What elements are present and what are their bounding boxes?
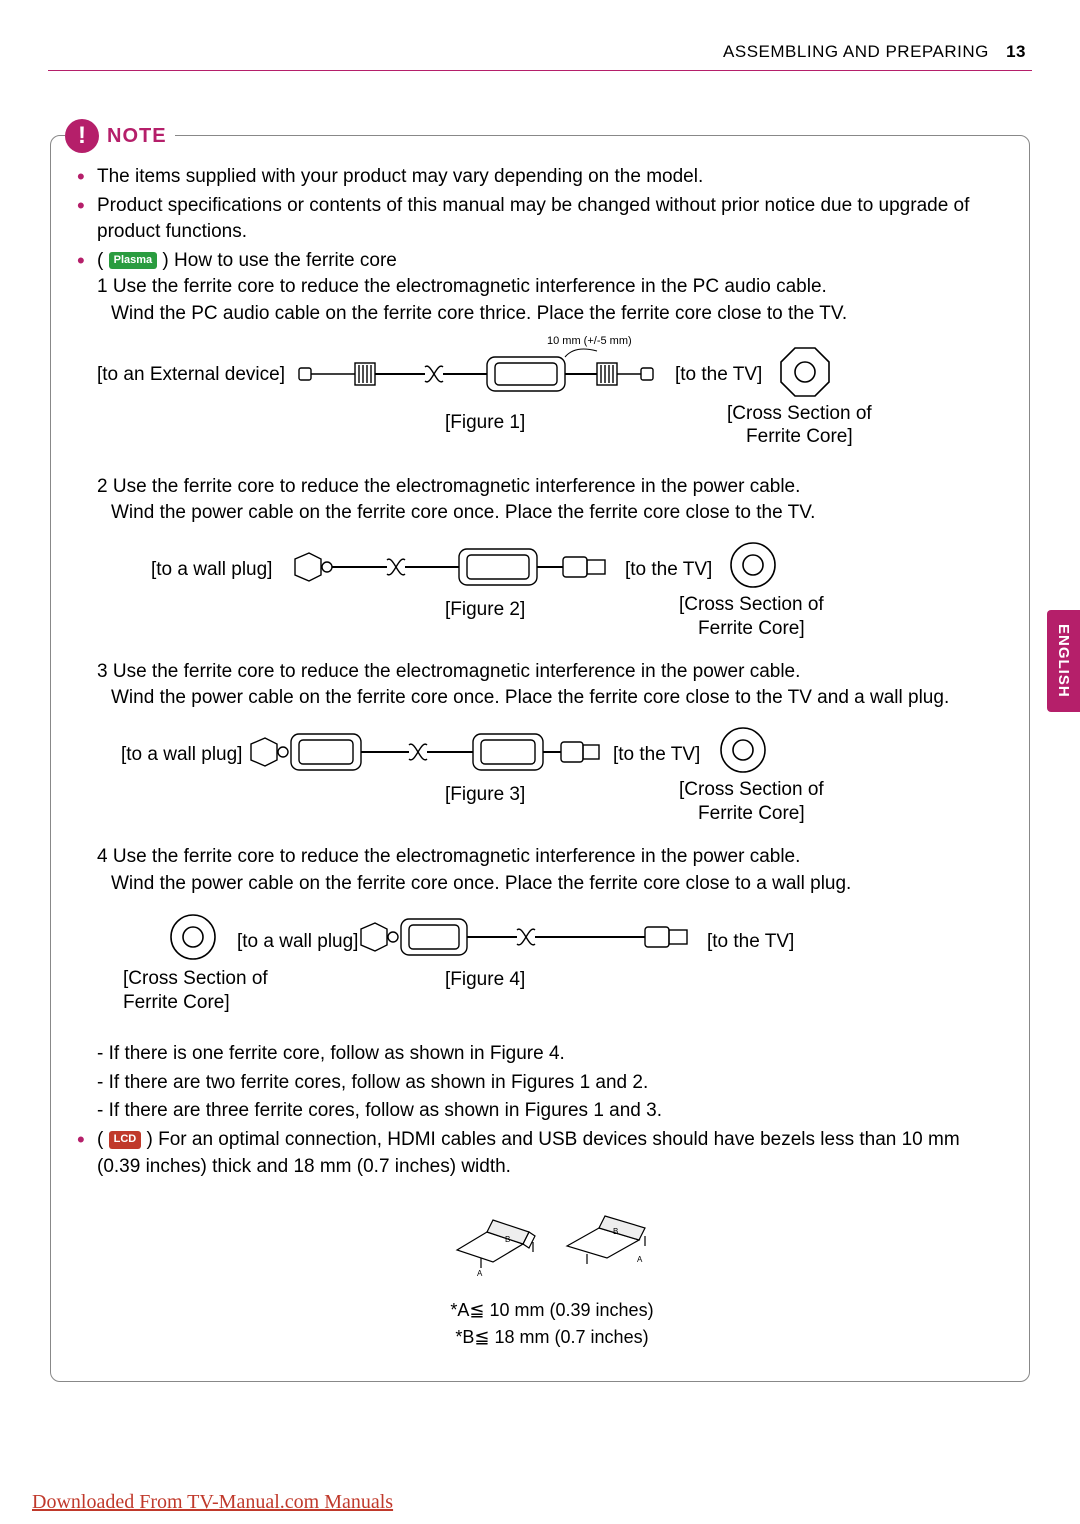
cross-section-caption: [Cross Section ofFerrite Core]: [123, 967, 268, 1015]
cross-section-caption: [Cross Section ofFerrite Core]: [679, 778, 824, 826]
figure-4-diagram: [357, 913, 697, 963]
step-text: Wind the power cable on the ferrite core…: [111, 502, 815, 523]
figure-1-diagram: [297, 343, 657, 403]
note-label: NOTE: [107, 122, 167, 150]
bullet-text: How to use the ferrite core: [169, 250, 397, 271]
step-number: 3: [97, 661, 108, 682]
figure-4-block: [to a wall plug]: [97, 907, 1007, 1015]
step-3: 3 Use the ferrite core to reduce the ele…: [97, 659, 1007, 712]
label-wall-plug: [to a wall plug]: [121, 742, 242, 769]
hdmi-figure: B A B A: [97, 1190, 1007, 1289]
figure-1-block: [to an External device]: [97, 338, 1007, 448]
note-box: ! NOTE The items supplied with your prod…: [50, 135, 1030, 1382]
dimension-label: 10 mm (+/-5 mm): [547, 334, 632, 349]
cross-section-caption: [Cross Section ofFerrite Core]: [727, 402, 872, 450]
step-text: Wind the PC audio cable on the ferrite c…: [111, 303, 847, 324]
cross-section-icon: [717, 724, 769, 776]
step-text: Use the ferrite core to reduce the elect…: [113, 846, 801, 867]
figure-caption: [Figure 4]: [445, 967, 525, 994]
bullet-item: The items supplied with your product may…: [73, 164, 1007, 191]
figure-caption: [Figure 1]: [445, 410, 525, 437]
note-legend: ! NOTE: [65, 119, 175, 153]
lcd-badge: LCD: [109, 1131, 142, 1148]
bullet-list: The items supplied with your product may…: [73, 164, 1007, 1351]
step-number: 4: [97, 846, 108, 867]
follow-note: - If there is one ferrite core, follow a…: [97, 1041, 1007, 1068]
page-number: 13: [1006, 42, 1026, 61]
follow-note: - If there are three ferrite cores, foll…: [97, 1098, 1007, 1125]
page-header: ASSEMBLING AND PREPARING 13: [723, 40, 1026, 64]
svg-text:B: B: [505, 1235, 510, 1244]
cross-section-caption: [Cross Section ofFerrite Core]: [679, 593, 824, 641]
bullet-item: ( LCD ) For an optimal connection, HDMI …: [73, 1127, 1007, 1351]
bullet-text: For an optimal connection, HDMI cables a…: [97, 1129, 960, 1177]
step-2: 2 Use the ferrite core to reduce the ele…: [97, 474, 1007, 527]
bullet-text: The items supplied with your product may…: [97, 166, 703, 187]
step-text: Use the ferrite core to reduce the elect…: [113, 661, 801, 682]
step-text: Wind the power cable on the ferrite core…: [111, 687, 949, 708]
dim-b: *B≦ 18 mm (0.7 inches): [97, 1324, 1007, 1351]
dim-a: *A≦ 10 mm (0.39 inches): [97, 1297, 1007, 1324]
cross-section-icon: [167, 911, 219, 963]
label-to-tv: [to the TV]: [707, 929, 794, 956]
cross-section-icon: [727, 539, 779, 591]
svg-text:A: A: [637, 1255, 643, 1264]
label-external-device: [to an External device]: [97, 362, 285, 389]
figure-2-block: [to a wall plug]: [97, 537, 1007, 633]
figure-caption: [Figure 3]: [445, 782, 525, 809]
label-wall-plug: [to a wall plug]: [151, 557, 272, 584]
step-text: Use the ferrite core to reduce the elect…: [113, 476, 801, 497]
cross-section-icon: [777, 344, 833, 400]
figure-3-block: [to a wall plug]: [97, 722, 1007, 818]
follow-note: - If there are two ferrite cores, follow…: [97, 1070, 1007, 1097]
hdmi-diagram: B A B A: [437, 1190, 667, 1280]
svg-text:B: B: [613, 1227, 618, 1236]
figure-caption: [Figure 2]: [445, 597, 525, 624]
note-icon: !: [65, 119, 99, 153]
label-to-tv: [to the TV]: [613, 742, 700, 769]
language-tab: ENGLISH: [1047, 610, 1080, 712]
figure-2-diagram: [291, 541, 611, 593]
step-1: 1 Use the ferrite core to reduce the ele…: [97, 274, 1007, 327]
label-wall-plug: [to a wall plug]: [237, 929, 358, 956]
header-rule: [48, 70, 1032, 71]
step-4: 4 Use the ferrite core to reduce the ele…: [97, 844, 1007, 897]
label-to-tv: [to the TV]: [625, 557, 712, 584]
bullet-item: ( Plasma ) How to use the ferrite core 1…: [73, 248, 1007, 1125]
figure-3-diagram: [247, 726, 607, 778]
numbered-list: 1 Use the ferrite core to reduce the ele…: [97, 274, 1007, 1125]
bullet-item: Product specifications or contents of th…: [73, 193, 1007, 246]
step-number: 2: [97, 476, 108, 497]
svg-text:A: A: [477, 1269, 483, 1278]
step-number: 1: [97, 276, 108, 297]
follow-notes: - If there is one ferrite core, follow a…: [97, 1041, 1007, 1125]
step-text: Wind the power cable on the ferrite core…: [111, 873, 851, 894]
section-title: ASSEMBLING AND PREPARING: [723, 42, 989, 61]
step-text: Use the ferrite core to reduce the elect…: [113, 276, 827, 297]
footer-link[interactable]: Downloaded From TV-Manual.com Manuals: [32, 1488, 393, 1516]
dimension-notes: *A≦ 10 mm (0.39 inches) *B≦ 18 mm (0.7 i…: [97, 1297, 1007, 1351]
plasma-badge: Plasma: [109, 252, 158, 269]
bullet-text: Product specifications or contents of th…: [97, 195, 969, 243]
label-to-tv: [to the TV]: [675, 362, 762, 389]
